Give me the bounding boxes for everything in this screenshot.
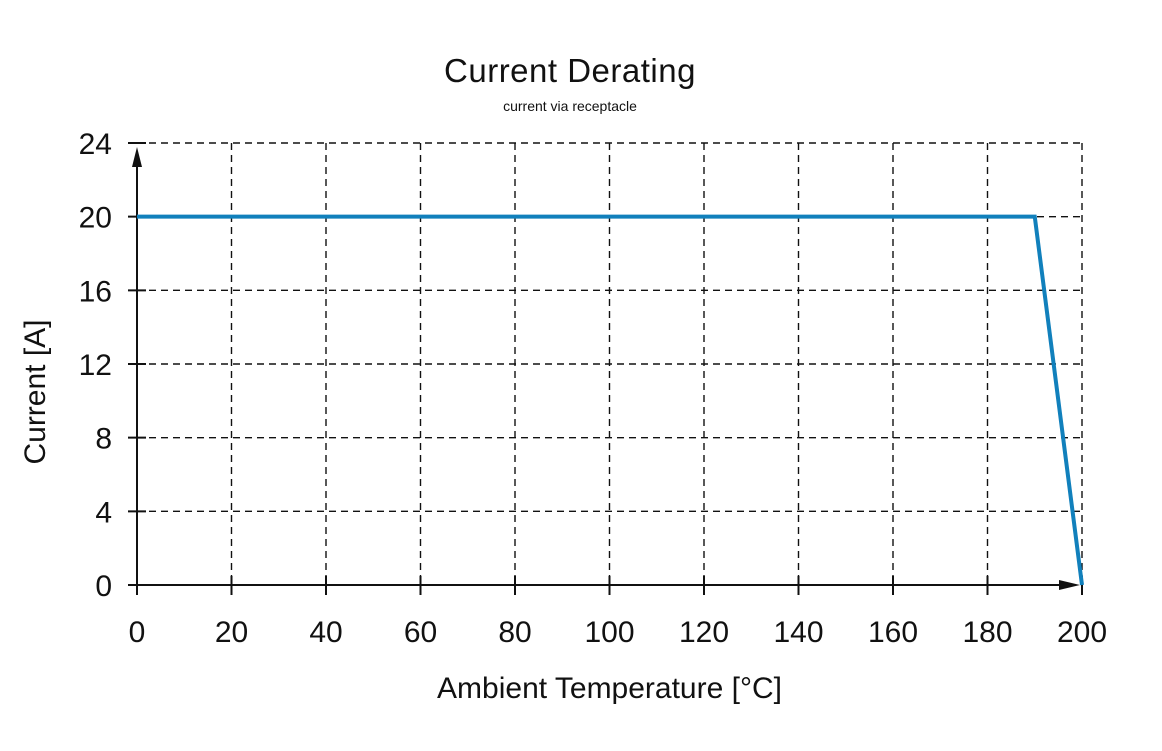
y-tick-label: 0 <box>95 570 112 603</box>
y-tick-label: 12 <box>79 349 112 382</box>
y-tick-label: 4 <box>95 496 112 529</box>
x-axis-title: Ambient Temperature [°C] <box>437 672 782 705</box>
y-axis-arrow <box>132 147 142 167</box>
x-tick-label: 40 <box>309 616 342 649</box>
y-tick-label: 20 <box>79 202 112 235</box>
x-tick-label: 140 <box>773 616 823 649</box>
y-tick-label: 8 <box>95 423 112 456</box>
series-line <box>137 214 1084 586</box>
chart-title: Current Derating <box>444 52 696 89</box>
x-tick-label: 60 <box>404 616 437 649</box>
x-tick-label: 20 <box>215 616 248 649</box>
x-axis-arrow <box>1059 580 1080 590</box>
title-block: Current Derating current via receptacle <box>0 52 1140 114</box>
chart-subtitle: current via receptacle <box>503 98 637 114</box>
y-tick-label: 24 <box>79 128 112 161</box>
x-tick-label: 180 <box>962 616 1012 649</box>
x-tick-label: 160 <box>868 616 918 649</box>
y-axis-title: Current [A] <box>19 319 52 465</box>
x-tick-label: 100 <box>584 616 634 649</box>
x-tick-label: 200 <box>1057 616 1107 649</box>
x-tick-label: 120 <box>679 616 729 649</box>
x-tick-label: 0 <box>129 616 146 649</box>
y-tick-label: 16 <box>79 275 112 308</box>
x-tick-label: 80 <box>498 616 531 649</box>
